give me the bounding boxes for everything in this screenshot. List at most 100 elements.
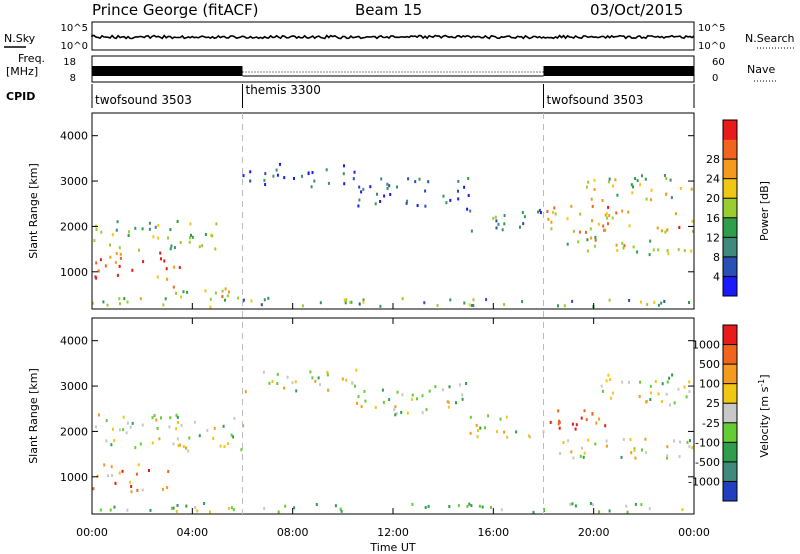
power-echo-cell bbox=[445, 201, 448, 205]
power-colorbar-swatch bbox=[723, 120, 737, 140]
nsky-trace bbox=[91, 34, 695, 40]
velocity-echo-cell bbox=[172, 442, 175, 446]
velocity-echo-cell bbox=[141, 423, 144, 427]
velocity-echo-cell bbox=[126, 508, 129, 512]
velocity-echo-cell bbox=[621, 380, 624, 384]
power-echo-cell bbox=[622, 246, 625, 250]
velocity-echo-cell bbox=[113, 439, 116, 443]
velocity-echo-cell bbox=[569, 502, 572, 506]
power-echo-cell bbox=[607, 222, 609, 226]
power-echo-cell bbox=[224, 287, 227, 291]
velocity-echo-cell bbox=[98, 413, 100, 417]
power-echo-cell bbox=[279, 162, 281, 166]
velocity-echo-cell bbox=[136, 488, 139, 492]
velocity-echo-cell bbox=[574, 427, 577, 431]
power-echo-cell bbox=[362, 298, 365, 302]
velocity-echo-cell bbox=[589, 502, 592, 505]
velocity-echo-cell bbox=[634, 502, 637, 506]
power-echo-cell bbox=[386, 187, 389, 190]
velocity-echo-cell bbox=[673, 439, 675, 443]
power-echo-cell bbox=[664, 230, 667, 234]
velocity-echo-cell bbox=[479, 426, 482, 430]
velocity-echo-cell bbox=[113, 505, 116, 509]
power-echo-cell bbox=[667, 252, 670, 256]
power-echo-cell bbox=[492, 216, 495, 220]
power-echo-cell bbox=[590, 236, 593, 240]
velocity-colorbar-label: 500 bbox=[699, 358, 720, 371]
velocity-echo-cell bbox=[678, 455, 681, 459]
power-echo-cell bbox=[628, 224, 631, 228]
velocity-echo-cell bbox=[571, 502, 574, 506]
power-echo-cell bbox=[644, 177, 647, 181]
velocity-echo-cell bbox=[406, 411, 409, 415]
velocity-echo-cell bbox=[294, 380, 297, 384]
power-echo-cell bbox=[663, 174, 666, 177]
power-echo-cell bbox=[678, 226, 681, 229]
power-echo-cell bbox=[198, 245, 201, 249]
velocity-echo-cell bbox=[357, 395, 360, 399]
velocity-colorbar-frame bbox=[722, 324, 738, 502]
power-echo-cell bbox=[154, 225, 157, 229]
velocity-echo-cell bbox=[605, 439, 608, 443]
power-echo-cell bbox=[537, 210, 540, 214]
velocity-echo-cell bbox=[291, 381, 294, 385]
velocity-echo-cell bbox=[649, 384, 652, 388]
freq-tick-bottom: 8 bbox=[70, 73, 76, 84]
power-echo-cell bbox=[683, 249, 686, 253]
velocity-echo-cell bbox=[465, 382, 468, 385]
power-echo-cell bbox=[614, 178, 617, 182]
velocity-echo-cell bbox=[661, 400, 663, 403]
velocity-colorbar-swatch bbox=[723, 442, 737, 463]
velocity-colorbar-swatch bbox=[723, 325, 737, 345]
velocity-echo-cell bbox=[434, 385, 437, 389]
cpid-segment-label: twofsound 3503 bbox=[547, 93, 644, 107]
power-echo-cell bbox=[127, 234, 130, 237]
velocity-echo-cell bbox=[203, 502, 206, 505]
mode-change-lines bbox=[242, 113, 544, 514]
power-echo-cell bbox=[358, 302, 361, 306]
velocity-echo-cell bbox=[232, 508, 235, 512]
power-echo-cell bbox=[102, 300, 105, 304]
power-echo-cell bbox=[691, 219, 694, 223]
velocity-echo-cell bbox=[263, 507, 266, 511]
power-echo-cell bbox=[237, 296, 240, 300]
velocity-echo-cell bbox=[666, 445, 669, 449]
power-y-label: Slant Range [km] bbox=[27, 163, 40, 259]
power-echo-cell bbox=[126, 300, 129, 304]
power-echo-cell bbox=[189, 236, 191, 240]
velocity-echo-cell bbox=[575, 423, 578, 427]
power-echo-cell bbox=[209, 297, 212, 301]
power-echo-cell bbox=[226, 294, 229, 298]
power-echo-cell bbox=[379, 304, 382, 308]
power-echo-cell bbox=[118, 264, 121, 268]
velocity-echo-cell bbox=[96, 474, 99, 478]
velocity-echo-cell bbox=[626, 510, 629, 514]
power-echo-cell bbox=[358, 198, 361, 202]
velocity-echo-cell bbox=[155, 418, 158, 422]
velocity-echo-cell bbox=[314, 379, 317, 383]
power-echo-cell bbox=[557, 304, 559, 308]
velocity-echo-cell bbox=[549, 420, 552, 424]
power-echo-cell bbox=[100, 230, 103, 234]
power-echo-cell bbox=[608, 298, 611, 302]
power-echo-cell bbox=[188, 240, 191, 244]
power-echo-cell bbox=[221, 289, 224, 293]
power-echo-cell bbox=[519, 225, 521, 229]
velocity-echo-cell bbox=[424, 506, 427, 509]
velocity-echo-cell bbox=[382, 400, 385, 404]
velocity-echo-cell bbox=[233, 416, 236, 420]
power-echo-cell bbox=[319, 301, 322, 305]
power-echo-cell bbox=[523, 215, 526, 219]
velocity-echo-cell bbox=[683, 385, 686, 389]
power-echo-cell bbox=[563, 304, 566, 308]
velocity-echo-cell bbox=[395, 412, 398, 415]
velocity-echo-cell bbox=[178, 443, 181, 447]
power-echo-cell bbox=[386, 182, 389, 186]
power-echo-cell bbox=[242, 174, 245, 178]
nsky-label: N.Sky bbox=[4, 32, 36, 45]
power-echo-cell bbox=[95, 261, 98, 265]
velocity-echo-cell bbox=[629, 438, 632, 441]
x-tick-label: 20:00 bbox=[578, 526, 610, 539]
velocity-echo-cell bbox=[400, 410, 403, 414]
power-echo-cell bbox=[263, 178, 266, 182]
